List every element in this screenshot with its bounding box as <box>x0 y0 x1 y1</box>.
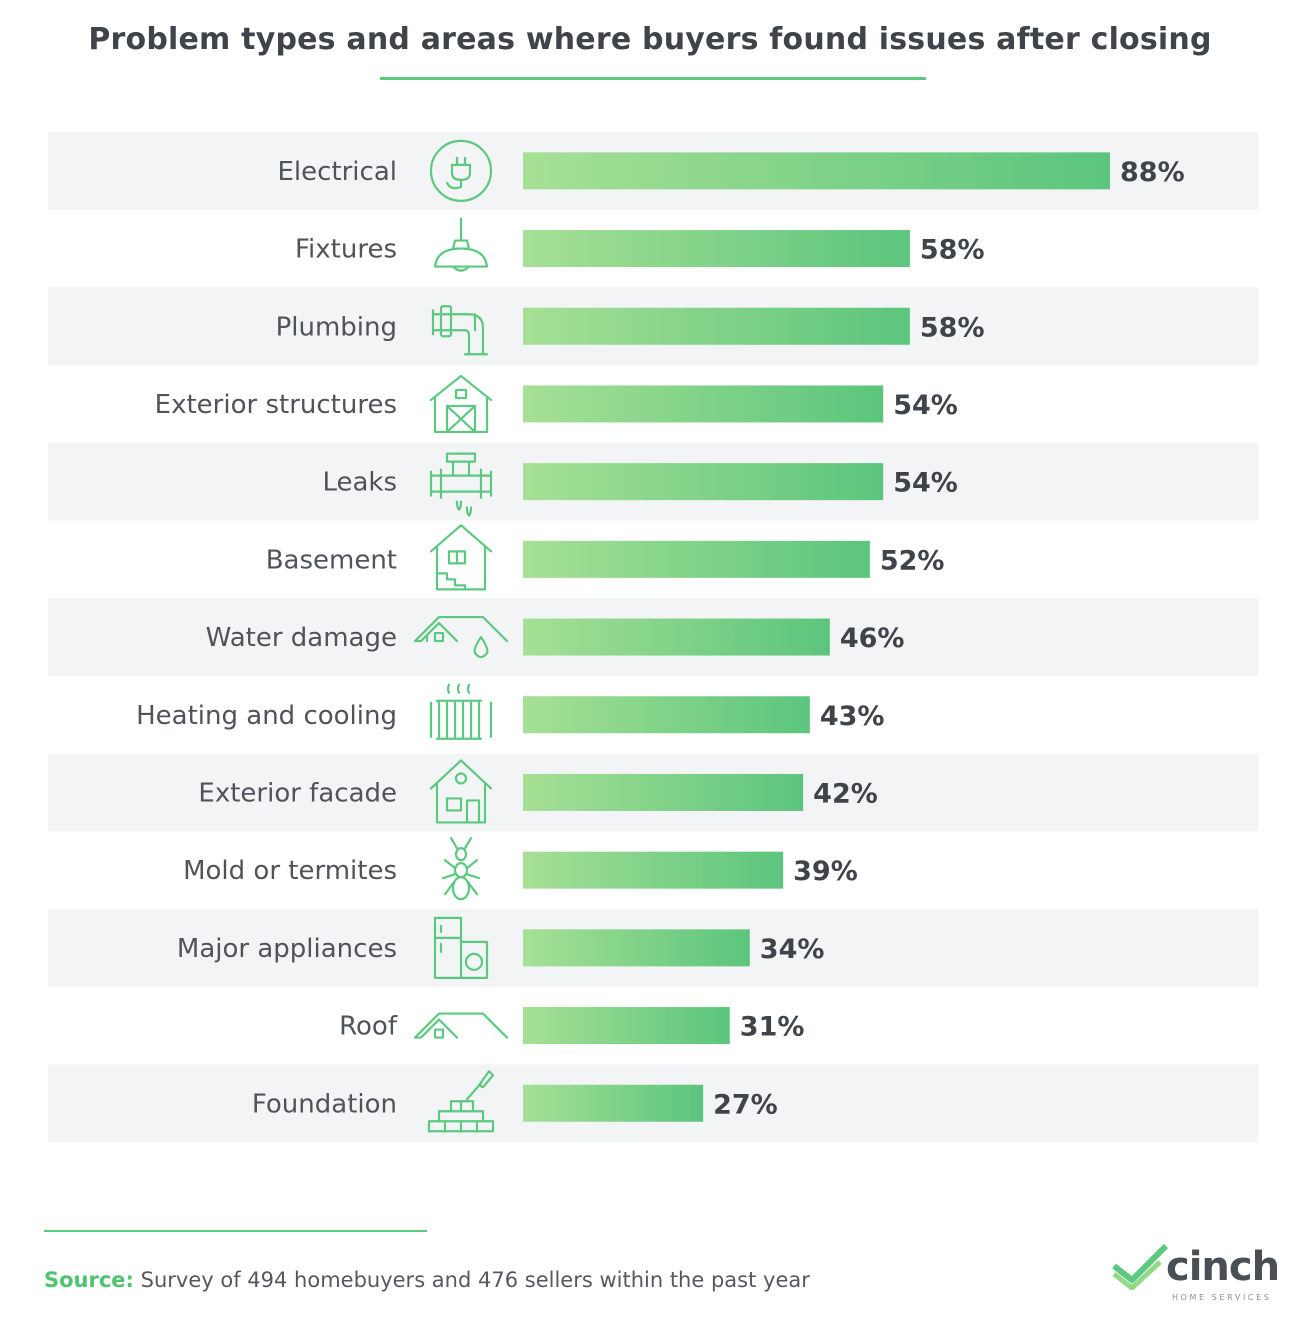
chart-row: Water damage 46% <box>48 598 1258 676</box>
source-label: Source: <box>44 1268 134 1292</box>
house-facade-icon <box>429 759 493 824</box>
category-label: Major appliances <box>177 934 397 964</box>
category-label: Foundation <box>252 1089 397 1119</box>
bar <box>523 385 884 423</box>
bricks-trowel-icon <box>427 1070 495 1133</box>
category-label: Fixtures <box>295 235 397 265</box>
chart-row: Foundation 27% <box>48 1064 1258 1143</box>
bar <box>523 152 1110 190</box>
value-label: 34% <box>760 934 825 965</box>
pipe-icon <box>431 305 489 356</box>
bar <box>523 1007 730 1045</box>
chart-row: Exterior facade 42% <box>48 753 1258 832</box>
value-label: 54% <box>893 390 958 421</box>
bar <box>523 540 870 578</box>
bar <box>523 696 810 734</box>
chart-title: Problem types and areas where buyers fou… <box>88 22 1212 57</box>
category-label: Electrical <box>277 157 397 187</box>
chart-row: Plumbing 58% <box>48 287 1258 366</box>
roof-icon <box>413 1012 509 1039</box>
category-label: Water damage <box>206 623 397 653</box>
category-label: Mold or termites <box>183 856 397 886</box>
bar <box>523 773 804 811</box>
source-note: Source: Survey of 494 homebuyers and 476… <box>44 1268 810 1292</box>
bar <box>523 929 750 967</box>
chart-row: Major appliances 34% <box>48 909 1258 987</box>
value-label: 31% <box>740 1012 805 1043</box>
brand-tagline: HOME SERVICES <box>1172 1293 1272 1302</box>
bar <box>523 463 884 501</box>
water-damage-roof-icon <box>413 615 509 659</box>
chart-row: Mold or termites 39% <box>183 837 858 901</box>
bar-chart: Electrical 88% Fixtures 58% Plumbing 58% Exter… <box>48 132 1258 1143</box>
radiator-icon <box>429 683 493 740</box>
category-label: Plumbing <box>276 312 397 342</box>
chart-row: Electrical 88% <box>48 132 1258 210</box>
value-label: 42% <box>813 778 878 809</box>
chart-row: Basement 52% <box>266 524 945 591</box>
bar <box>523 1084 704 1122</box>
cinch-logo: cinch HOME SERVICES <box>1110 1238 1290 1308</box>
source-divider <box>44 1230 427 1232</box>
source-text: Survey of 494 homebuyers and 476 sellers… <box>140 1268 810 1292</box>
category-label: Heating and cooling <box>136 701 397 731</box>
value-label: 88% <box>1120 157 1185 188</box>
bar <box>523 851 784 889</box>
leaking-pipe-icon <box>429 452 493 517</box>
pendant-lamp-icon <box>433 217 489 272</box>
shed-icon <box>429 374 493 434</box>
category-label: Leaks <box>322 468 397 498</box>
value-label: 58% <box>920 312 985 343</box>
logo-check-icon <box>1112 1243 1169 1290</box>
title-underline <box>380 77 926 80</box>
chart-row: Exterior structures 54% <box>155 374 958 434</box>
brand-name: cinch <box>1166 1244 1280 1290</box>
value-label: 27% <box>713 1089 778 1120</box>
chart-row: Roof 31% <box>339 1007 805 1045</box>
appliances-icon <box>433 916 489 979</box>
bar <box>523 230 910 268</box>
category-label: Basement <box>266 545 397 575</box>
category-label: Roof <box>339 1012 398 1042</box>
value-label: 39% <box>793 856 858 887</box>
chart-row: Leaks 54% <box>48 442 1258 521</box>
bar <box>523 307 910 345</box>
chart-row: Heating and cooling 43% <box>136 683 885 740</box>
chart-row: Fixtures 58% <box>295 217 985 272</box>
bar <box>523 618 830 656</box>
value-label: 46% <box>840 623 905 654</box>
category-label: Exterior facade <box>198 778 397 808</box>
value-label: 54% <box>893 468 958 499</box>
value-label: 52% <box>880 545 945 576</box>
plug-icon <box>429 139 493 202</box>
value-label: 43% <box>820 701 885 732</box>
value-label: 58% <box>920 235 985 266</box>
termite-icon <box>441 837 481 901</box>
basement-house-icon <box>429 524 493 591</box>
category-label: Exterior structures <box>155 390 397 420</box>
